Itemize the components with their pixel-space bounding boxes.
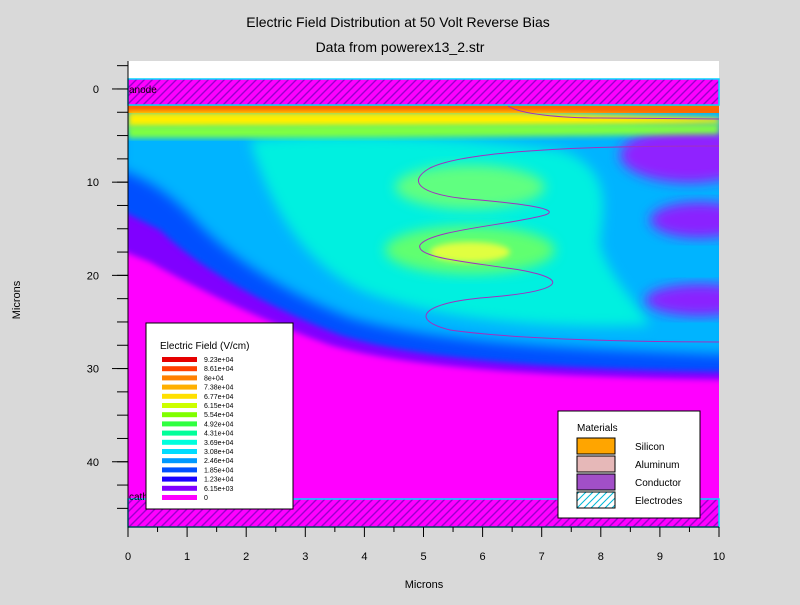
x-tick-label: 6 <box>480 551 486 563</box>
field-level-label: 1.85e+04 <box>204 467 233 474</box>
field-level-label: 0 <box>204 495 208 502</box>
field-level-label: 1.23e+04 <box>204 477 233 484</box>
field-peak-core <box>430 242 510 262</box>
field-level-swatch <box>162 485 197 491</box>
field-level-swatch <box>162 384 197 390</box>
material-swatch <box>576 455 616 473</box>
x-tick-label: 4 <box>361 551 367 563</box>
field-peak-upper <box>395 165 545 209</box>
field-level-label: 4.31e+04 <box>204 431 233 438</box>
field-legend: Electric Field (V/cm) 9.23e+04 8.61e+04 8e… <box>145 322 294 510</box>
field-level-swatch <box>162 357 197 362</box>
field-level-swatch <box>162 449 197 454</box>
field-level-label: 8.61e+04 <box>204 366 233 373</box>
x-tick-label: 1 <box>184 551 190 563</box>
chart-title: Electric Field Distribution at 50 Volt R… <box>246 14 549 30</box>
field-band-junction <box>128 105 719 113</box>
field-level-label: 3.69e+04 <box>204 440 233 447</box>
electrode-label-anode: anode <box>129 85 157 96</box>
field-level-label: 6.77e+04 <box>204 394 233 401</box>
field-level-label: 9.23e+04 <box>204 357 233 364</box>
field-level-swatch <box>162 393 197 399</box>
x-tick-label: 7 <box>539 551 545 563</box>
x-axis-label: Microns <box>405 579 444 591</box>
field-level-label: 2.46e+04 <box>204 458 233 465</box>
field-level-label: 5.54e+04 <box>204 412 233 419</box>
junction-contour <box>418 105 719 343</box>
materials-legend-items: Silicon Aluminum Conductor Electrodes <box>576 437 682 509</box>
field-level-label: 3.08e+04 <box>204 449 233 456</box>
x-tick-label: 9 <box>657 551 663 563</box>
field-band-yellow <box>128 112 719 128</box>
field-level-label: 6.15e+03 <box>204 486 233 493</box>
material-label: Silicon <box>635 442 664 453</box>
field-level-label: 7.38e+04 <box>204 385 233 392</box>
chart-subtitle: Data from powerex13_2.str <box>316 39 485 55</box>
field-pocket-c <box>645 284 719 316</box>
anode-electrode <box>127 78 720 106</box>
field-legend-title: Electric Field (V/cm) <box>160 341 249 352</box>
y-tick-label: 20 <box>87 270 99 282</box>
field-level-label: 8e+04 <box>204 375 224 382</box>
y-tick-label: 10 <box>87 177 99 189</box>
field-level-label: 4.92e+04 <box>204 421 233 428</box>
field-level-label: 6.15e+04 <box>204 403 233 410</box>
material-swatch <box>576 491 616 509</box>
y-ticks: 0 10 20 30 40 <box>87 65 128 509</box>
field-level-swatch <box>162 439 197 445</box>
material-label: Electrodes <box>635 496 682 507</box>
x-ticks: 0 1 2 3 4 5 6 7 8 9 10 <box>125 527 725 563</box>
materials-legend: Materials Silicon Aluminum Conductor Electr… <box>557 410 701 519</box>
x-tick-label: 8 <box>598 551 604 563</box>
field-level-swatch <box>162 467 197 473</box>
x-tick-label: 3 <box>302 551 308 563</box>
field-level-swatch <box>162 412 197 418</box>
field-level-swatch <box>162 366 197 372</box>
y-axis-label: Microns <box>11 280 23 319</box>
field-level-swatch <box>162 495 197 500</box>
field-pocket-b <box>650 202 719 238</box>
field-level-swatch <box>162 375 197 381</box>
field-legend-levels: 9.23e+04 8.61e+04 8e+04 7.38e+04 6.77e+04 6.1… <box>162 357 233 502</box>
field-pocket-a <box>620 127 719 183</box>
field-band-green <box>128 124 719 138</box>
x-tick-label: 0 <box>125 551 131 563</box>
x-tick-label: 2 <box>243 551 249 563</box>
x-tick-label: 10 <box>713 551 725 563</box>
field-level-swatch <box>162 430 197 436</box>
material-swatch <box>576 473 616 491</box>
field-level-swatch <box>162 476 197 482</box>
field-map <box>128 105 719 499</box>
material-swatch <box>576 437 616 455</box>
field-level-swatch <box>162 403 197 408</box>
field-level-swatch <box>162 421 197 427</box>
materials-legend-title: Materials <box>577 423 618 434</box>
material-label: Conductor <box>635 478 682 489</box>
material-label: Aluminum <box>635 460 679 471</box>
y-tick-label: 0 <box>93 84 99 96</box>
field-level-swatch <box>162 458 197 464</box>
x-tick-label: 5 <box>420 551 426 563</box>
y-tick-label: 40 <box>87 457 99 469</box>
y-tick-label: 30 <box>87 364 99 376</box>
